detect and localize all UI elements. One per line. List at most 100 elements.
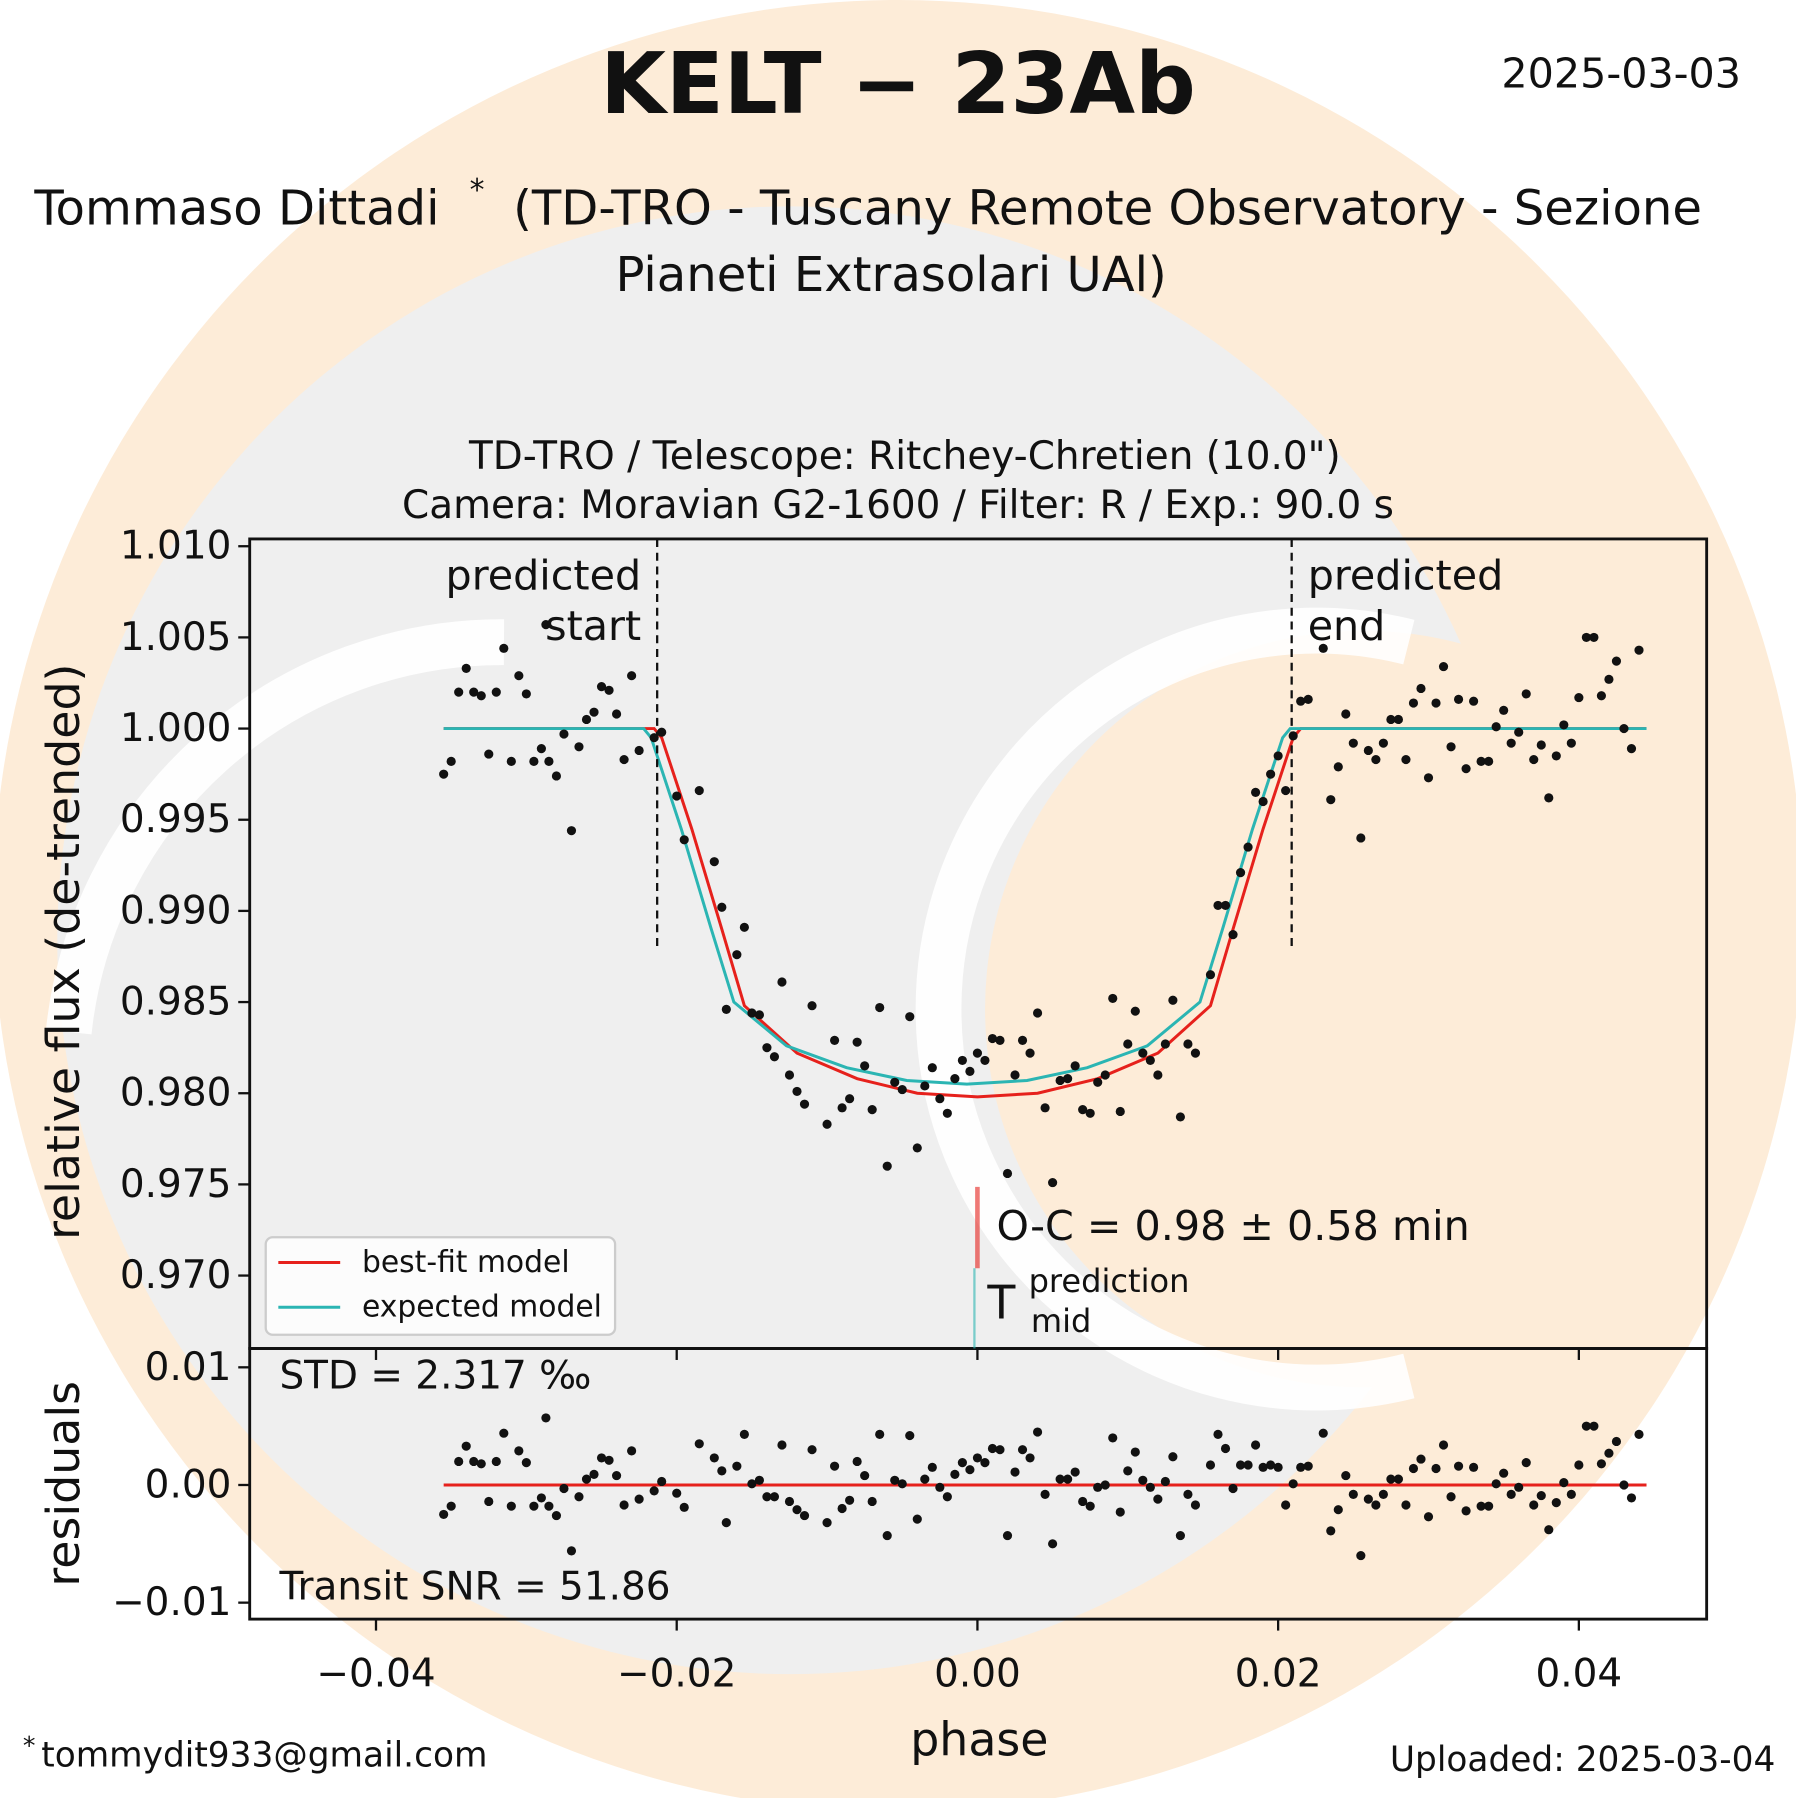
y-tick-label: 0.995 xyxy=(120,797,231,842)
data-point xyxy=(1371,1500,1381,1510)
data-point xyxy=(1566,738,1576,748)
data-point xyxy=(1596,691,1606,701)
data-point xyxy=(920,1474,930,1484)
data-point xyxy=(1183,1039,1193,1049)
data-point xyxy=(897,1085,907,1095)
data-point xyxy=(1281,1500,1291,1510)
data-point xyxy=(1408,698,1419,708)
data-point xyxy=(1469,696,1479,706)
data-point xyxy=(1078,1496,1088,1507)
data-point xyxy=(574,742,584,752)
tmid-sub: mid xyxy=(1031,1302,1091,1340)
data-point xyxy=(1574,1460,1584,1470)
data-point xyxy=(1235,868,1246,878)
data-point xyxy=(1619,723,1629,734)
data-point xyxy=(1168,995,1178,1005)
data-point xyxy=(672,1488,682,1498)
data-point xyxy=(1303,694,1313,704)
data-point xyxy=(1130,1447,1140,1457)
data-point xyxy=(875,1429,885,1439)
data-point xyxy=(1506,1489,1516,1499)
data-point xyxy=(965,1465,975,1475)
data-point xyxy=(1581,632,1591,642)
data-point xyxy=(1017,1035,1028,1045)
predicted-label: end xyxy=(1308,602,1386,650)
data-point xyxy=(1025,1453,1035,1463)
data-point xyxy=(1438,1440,1449,1450)
data-point xyxy=(1476,1501,1486,1511)
y-tick-label: 0.980 xyxy=(120,1071,231,1116)
data-point xyxy=(1296,1462,1306,1472)
data-point xyxy=(1093,1482,1103,1492)
data-point xyxy=(890,1475,900,1485)
data-point xyxy=(1288,1479,1298,1489)
legend-box xyxy=(264,1236,617,1336)
data-point xyxy=(965,1066,975,1076)
data-point xyxy=(1288,731,1298,741)
data-point xyxy=(799,1099,810,1109)
data-point xyxy=(1235,1460,1246,1470)
data-point xyxy=(596,682,607,692)
data-point xyxy=(649,1486,659,1496)
data-point xyxy=(1401,754,1411,765)
data-point xyxy=(1551,1498,1561,1508)
data-point xyxy=(1010,1070,1020,1080)
data-point xyxy=(657,1476,667,1487)
data-point xyxy=(950,1074,960,1084)
affiliation: Pianeti Extrasolari UAl) xyxy=(615,247,1166,303)
data-point xyxy=(1213,1429,1223,1439)
data-point xyxy=(1506,738,1516,748)
data-point xyxy=(1055,1075,1065,1086)
data-point xyxy=(1348,1489,1358,1499)
data-point xyxy=(1371,754,1381,765)
data-point xyxy=(792,1505,802,1515)
data-point xyxy=(1438,661,1449,672)
data-point xyxy=(739,922,749,932)
x-axis-label: phase xyxy=(910,1713,1048,1767)
data-point xyxy=(551,771,562,781)
data-point xyxy=(604,1455,614,1465)
y-axis-label: relative flux (de-trended) xyxy=(36,664,90,1240)
data-point xyxy=(484,1496,494,1507)
y-tick-label: 1.010 xyxy=(120,524,231,569)
data-point xyxy=(521,1458,531,1468)
data-point xyxy=(1491,722,1501,732)
data-point xyxy=(1108,1433,1118,1443)
data-point xyxy=(514,1446,524,1456)
data-point xyxy=(514,671,524,681)
data-point xyxy=(807,1445,817,1455)
data-point xyxy=(1138,1475,1148,1485)
data-point xyxy=(1002,1530,1013,1541)
data-point xyxy=(1484,756,1494,766)
data-point xyxy=(845,1495,855,1505)
data-point xyxy=(987,1033,998,1044)
data-point xyxy=(566,1546,577,1556)
data-point xyxy=(581,714,592,725)
y-tick-label: −0.01 xyxy=(112,1580,231,1625)
snr-label: Transit SNR = 51.86 xyxy=(278,1564,670,1609)
data-point xyxy=(581,1474,592,1484)
data-point xyxy=(1258,1462,1268,1472)
data-point xyxy=(1100,1070,1110,1080)
data-point xyxy=(1032,1427,1043,1437)
data-point xyxy=(1190,1500,1201,1510)
data-point xyxy=(1423,773,1434,783)
x-tick-label: 0.04 xyxy=(1536,1652,1623,1697)
data-point xyxy=(1596,1459,1606,1469)
data-point xyxy=(1032,1008,1043,1018)
data-point xyxy=(927,1063,937,1073)
data-point xyxy=(912,1143,922,1153)
y-tick-label: 0.970 xyxy=(120,1253,231,1298)
author-mark: * xyxy=(470,173,485,208)
data-point xyxy=(476,1459,486,1469)
data-point xyxy=(484,749,494,759)
data-point xyxy=(1341,709,1351,719)
data-point xyxy=(1529,1500,1539,1510)
data-point xyxy=(1190,1048,1201,1058)
data-point xyxy=(1100,1480,1110,1490)
data-point xyxy=(604,685,614,695)
data-point xyxy=(574,1492,584,1502)
data-point xyxy=(882,1161,892,1171)
data-point xyxy=(1048,1539,1058,1549)
data-point xyxy=(920,1081,930,1091)
